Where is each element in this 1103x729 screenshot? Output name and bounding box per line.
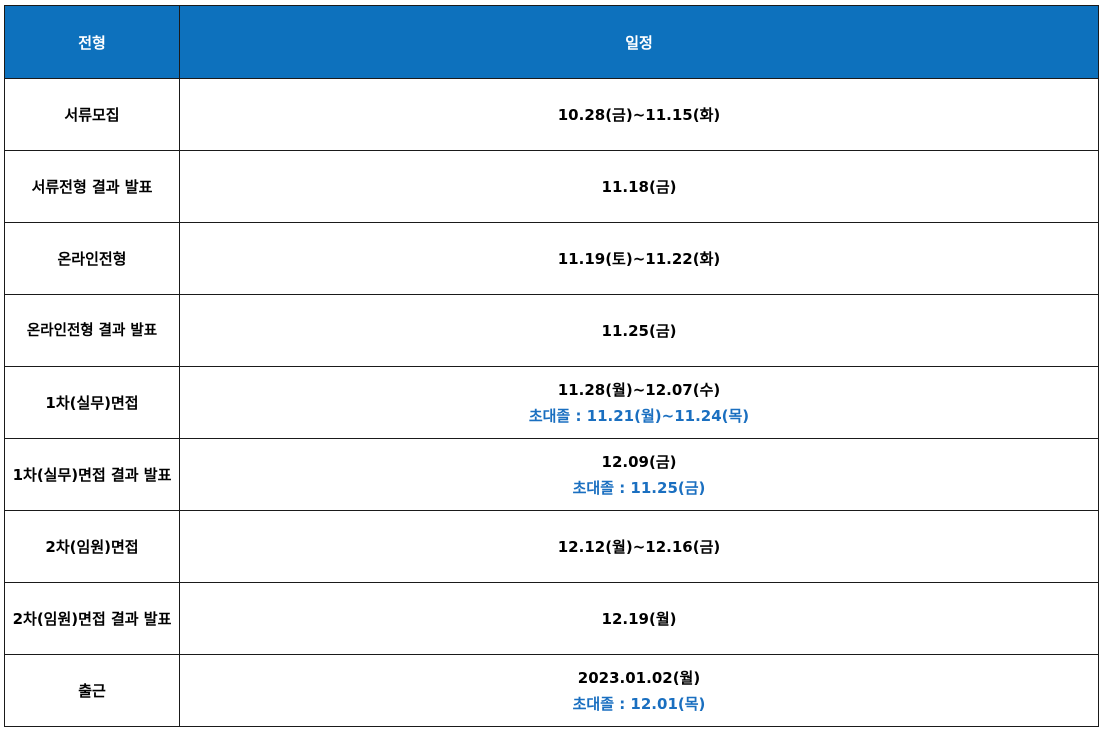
table-row: 서류모집 10.28(금)~11.15(화) [4, 78, 1099, 151]
schedule-date: 10.28(금)~11.15(화) [557, 105, 721, 124]
table-row: 2차(임원)면접 12.12(월)~12.16(금) [4, 510, 1099, 583]
header-stage: 전형 [4, 5, 180, 79]
schedule-cell: 11.19(토)~11.22(화) [179, 222, 1099, 295]
schedule-cell: 12.09(금) 초대졸 : 11.25(금) [179, 438, 1099, 511]
schedule-date: 12.12(월)~12.16(금) [557, 537, 721, 556]
schedule-note: 초대졸 : 11.25(금) [572, 478, 706, 497]
schedule-table: 전형 일정 서류모집 10.28(금)~11.15(화) 서류전형 결과 발표 … [4, 5, 1099, 727]
schedule-date: 11.18(금) [601, 177, 677, 196]
stage-cell: 서류모집 [4, 78, 180, 151]
schedule-cell: 10.28(금)~11.15(화) [179, 78, 1099, 151]
schedule-cell: 12.19(월) [179, 582, 1099, 655]
table-row: 2차(임원)면접 결과 발표 12.19(월) [4, 582, 1099, 655]
table-row: 서류전형 결과 발표 11.18(금) [4, 150, 1099, 223]
schedule-cell: 12.12(월)~12.16(금) [179, 510, 1099, 583]
table-row: 출근 2023.01.02(월) 초대졸 : 12.01(목) [4, 654, 1099, 727]
schedule-date: 11.19(토)~11.22(화) [557, 249, 721, 268]
schedule-date: 11.28(월)~12.07(수) [557, 380, 721, 399]
schedule-date: 12.19(월) [601, 609, 677, 628]
header-row: 전형 일정 [4, 5, 1099, 79]
table-row: 온라인전형 결과 발표 11.25(금) [4, 294, 1099, 367]
schedule-note: 초대졸 : 12.01(목) [572, 694, 706, 713]
stage-cell: 출근 [4, 654, 180, 727]
schedule-cell: 11.28(월)~12.07(수) 초대졸 : 11.21(월)~11.24(목… [179, 366, 1099, 439]
stage-cell: 온라인전형 [4, 222, 180, 295]
stage-cell: 온라인전형 결과 발표 [4, 294, 180, 367]
header-schedule: 일정 [179, 5, 1099, 79]
stage-cell: 1차(실무)면접 결과 발표 [4, 438, 180, 511]
table-row: 1차(실무)면접 11.28(월)~12.07(수) 초대졸 : 11.21(월… [4, 366, 1099, 439]
schedule-cell: 11.18(금) [179, 150, 1099, 223]
schedule-date: 11.25(금) [601, 321, 677, 340]
table-row: 1차(실무)면접 결과 발표 12.09(금) 초대졸 : 11.25(금) [4, 438, 1099, 511]
stage-cell: 1차(실무)면접 [4, 366, 180, 439]
schedule-note: 초대졸 : 11.21(월)~11.24(목) [528, 406, 750, 425]
schedule-cell: 2023.01.02(월) 초대졸 : 12.01(목) [179, 654, 1099, 727]
stage-cell: 서류전형 결과 발표 [4, 150, 180, 223]
schedule-date: 12.09(금) [601, 452, 677, 471]
table-row: 온라인전형 11.19(토)~11.22(화) [4, 222, 1099, 295]
stage-cell: 2차(임원)면접 결과 발표 [4, 582, 180, 655]
schedule-date: 2023.01.02(월) [577, 668, 701, 687]
schedule-cell: 11.25(금) [179, 294, 1099, 367]
stage-cell: 2차(임원)면접 [4, 510, 180, 583]
